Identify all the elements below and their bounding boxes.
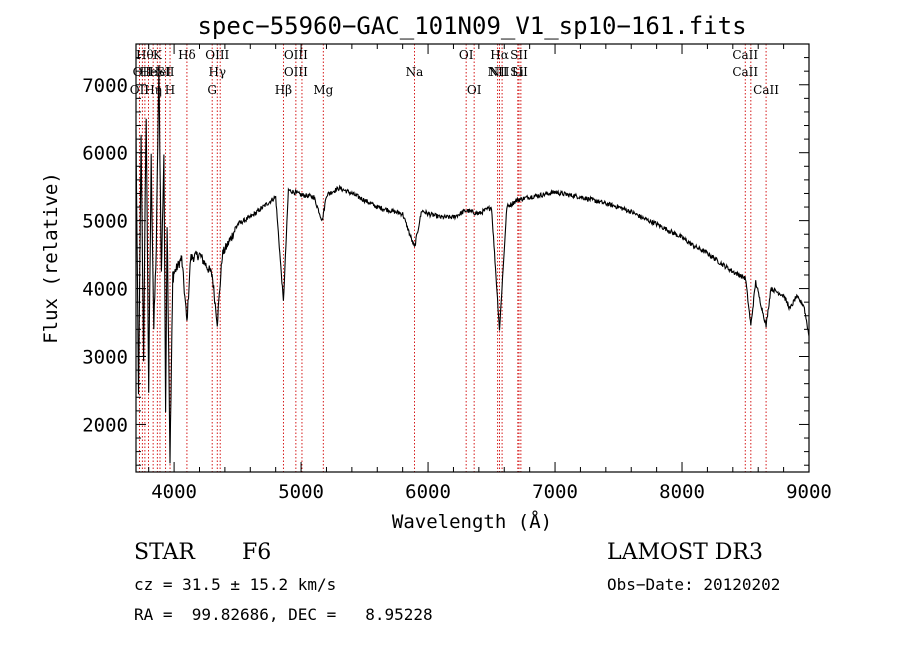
chart-title: spec−55960−GAC_101N09_V1_sp10−161.fits	[197, 12, 746, 40]
line-marker-label: OIII	[284, 65, 308, 79]
x-axis-label: Wavelength (Å)	[392, 510, 552, 533]
x-tick-label: 4000	[151, 481, 197, 503]
line-marker-label: NII	[488, 65, 508, 79]
line-marker-label: OI	[467, 83, 482, 97]
x-tick-label: 9000	[786, 481, 832, 503]
spectrum-line	[135, 65, 810, 464]
line-marker-label: Hδ	[178, 48, 196, 62]
y-tick-label: 4000	[82, 279, 128, 301]
object-class: STAR	[134, 540, 195, 565]
line-marker-label: He	[140, 65, 158, 79]
survey-name: LAMOST DR3	[607, 540, 763, 565]
line-marker-label: H	[165, 83, 175, 97]
spectral-line-markers	[138, 44, 767, 472]
axes: 4000 5000 6000 7000 8000 9000 2000 3000 4000 5000…	[82, 44, 832, 503]
line-marker-label: Mg	[313, 83, 333, 97]
line-marker-label: Hβ	[275, 83, 292, 97]
redshift-velocity: cz = 31.5 ± 15.2 km/s	[134, 575, 337, 594]
line-marker-label: NII	[490, 65, 510, 79]
line-marker-label: CaII	[732, 48, 758, 62]
line-marker-label: OI	[459, 48, 474, 62]
line-marker-label: OIII	[284, 48, 308, 62]
line-marker-label: OII	[130, 83, 150, 97]
y-tick-label: 5000	[82, 211, 128, 233]
line-marker-label: K	[153, 48, 163, 62]
line-marker-label: SII	[157, 65, 175, 79]
x-tick-label: 8000	[659, 481, 705, 503]
y-axis-label: Flux (relative)	[40, 172, 62, 344]
line-marker-label: Hα	[490, 48, 509, 62]
observation-date: Obs−Date: 20120202	[607, 575, 781, 594]
subclass: F6	[242, 540, 272, 565]
plot-frame	[135, 43, 810, 473]
coordinates: RA = 99.82686, DEC = 8.95228	[134, 605, 433, 624]
y-tick-label: 3000	[82, 347, 128, 369]
y-tick-label: 2000	[82, 414, 128, 436]
y-tick-label: 6000	[82, 143, 128, 165]
line-marker-label: OIII	[205, 48, 229, 62]
spectral-line-labels: OIIOIIHθHeHηKHeISIIHHδGOIIIHγHβOIIIOIIIM…	[130, 48, 779, 97]
line-marker-label: SII	[510, 65, 528, 79]
x-tick-label: 5000	[278, 481, 324, 503]
line-marker-label: Hη	[144, 83, 162, 97]
line-marker-label: CaII	[732, 65, 758, 79]
x-tick-label: 6000	[405, 481, 451, 503]
x-tick-label: 7000	[532, 481, 578, 503]
line-marker-label: Li	[512, 65, 524, 79]
line-marker-label: SII	[510, 48, 528, 62]
line-marker-label: CaII	[753, 83, 779, 97]
line-marker-label: Hγ	[208, 65, 226, 79]
line-marker-label: Na	[406, 65, 424, 79]
line-marker-label: Hθ	[136, 48, 154, 62]
line-marker-label: OII	[133, 65, 153, 79]
line-marker-label: HeI	[149, 65, 172, 79]
y-tick-label: 7000	[82, 75, 128, 97]
line-marker-label: G	[207, 83, 217, 97]
